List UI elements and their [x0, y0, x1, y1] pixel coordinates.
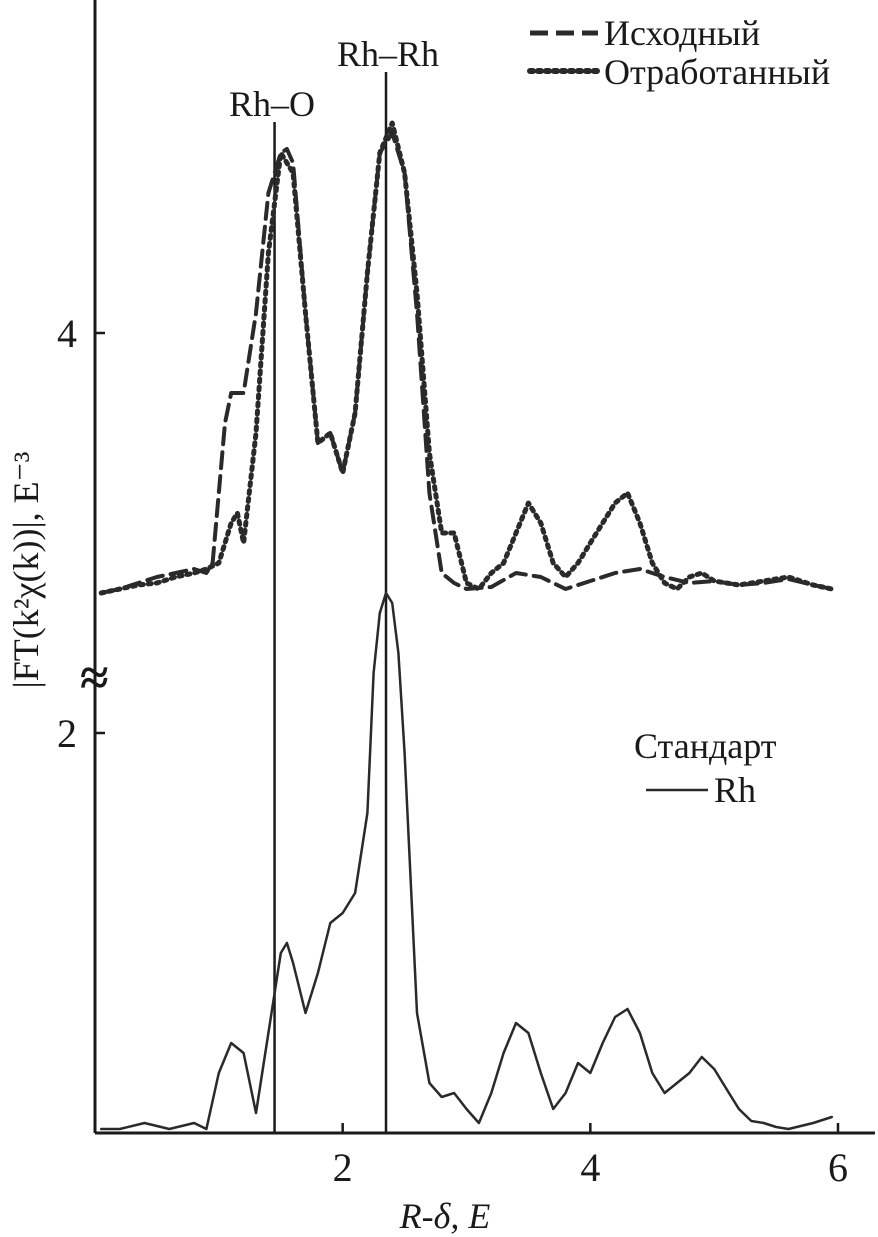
legend-entry-ishodny: Исходный [604, 13, 760, 53]
rh-rh-label: Rh–Rh [337, 34, 439, 74]
rh-o-label: Rh–O [229, 84, 315, 124]
x-tick-label: 4 [580, 1145, 600, 1190]
series-otrabotanny-line [98, 120, 835, 596]
y-tick-label: 2 [57, 711, 77, 756]
axis-ticks: 2 4 6 2 4 [57, 311, 848, 1190]
x-axis-title: R-δ, Е [399, 1196, 491, 1236]
y-axis-title: |FT(k²χ(k))|, Е⁻³ [6, 451, 46, 688]
axis-break-marker: ≈ [80, 650, 109, 707]
legend-entry-rh: Rh [714, 770, 756, 810]
series-rh-standard-line [99, 591, 834, 1131]
legend-top: Исходный Отработанный [527, 13, 830, 92]
legend-entry-otrabotanny: Отработанный [604, 52, 830, 92]
legend-bottom: Стандарт Rh [634, 726, 777, 810]
series-ishodny-line [99, 131, 834, 595]
y-tick-label: 4 [57, 311, 77, 356]
legend-standard-title: Стандарт [634, 726, 777, 766]
x-tick-label: 6 [828, 1145, 848, 1190]
x-tick-label: 2 [333, 1145, 353, 1190]
